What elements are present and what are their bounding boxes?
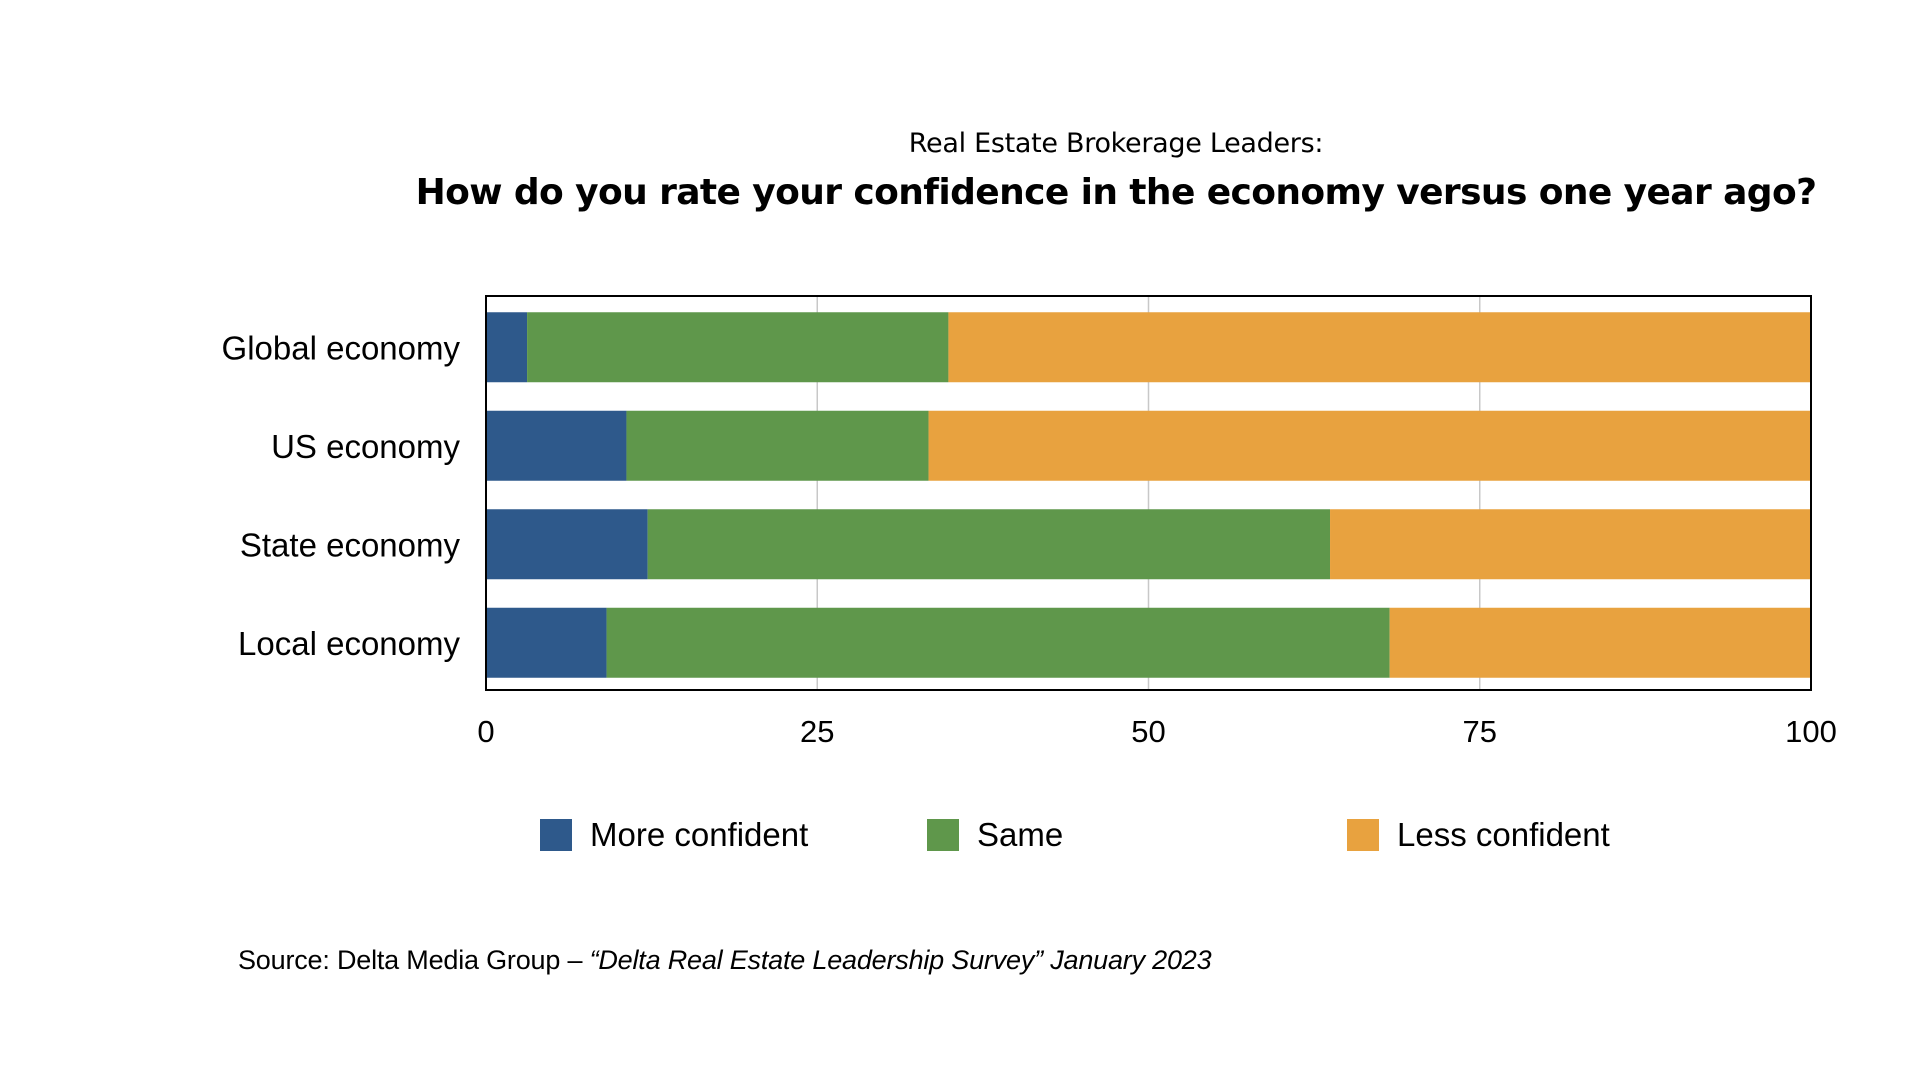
- legend-swatch-more-confident: [540, 819, 572, 851]
- x-tick-labels: 0 25 50 75 100: [477, 714, 1836, 749]
- legend-swatch-same: [927, 819, 959, 851]
- bar-local-economy-same: [606, 607, 1390, 678]
- bar-state-economy-same: [647, 509, 1331, 580]
- legend-label: More confident: [590, 816, 809, 853]
- category-label: Global economy: [222, 329, 461, 366]
- plot-frame: [485, 295, 1812, 691]
- bar-us-economy-more-confident: [486, 410, 627, 481]
- bar-local-economy-more-confident: [486, 607, 607, 678]
- x-tick-label: 25: [800, 714, 834, 749]
- source-prefix: Source: Delta Media Group –: [238, 945, 590, 975]
- legend-item-less-confident: Less confident: [1347, 816, 1610, 853]
- bar-global-economy-same: [527, 312, 949, 383]
- legend-item-same: Same: [927, 816, 1064, 853]
- category-label: State economy: [240, 526, 461, 563]
- legend-item-more-confident: More confident: [540, 816, 809, 853]
- stacked-bar-chart: Global economy US economy State economy Loc…: [222, 295, 1837, 749]
- bars: [486, 312, 1811, 678]
- chart-subtitle: Real Estate Brokerage Leaders:: [908, 128, 1324, 159]
- source-title: “Delta Real Estate Leadership Survey” Ja…: [589, 945, 1212, 975]
- legend-label: Same: [977, 816, 1064, 853]
- bar-state-economy-less-confident: [1330, 509, 1811, 580]
- bar-us-economy-same: [626, 410, 929, 481]
- chart-title: How do you rate your confidence in the e…: [415, 172, 1817, 213]
- bar-global-economy-less-confident: [948, 312, 1811, 383]
- category-labels: Global economy US economy State economy Loc…: [222, 329, 461, 662]
- x-tick-label: 75: [1463, 714, 1497, 749]
- category-label: Local economy: [238, 625, 460, 662]
- source-note: Source: Delta Media Group – “Delta Real …: [238, 945, 1212, 976]
- legend: More confident Same Less confident: [0, 816, 1920, 853]
- x-tick-label: 0: [477, 714, 494, 749]
- bar-local-economy-less-confident: [1389, 607, 1811, 678]
- category-label: US economy: [271, 428, 460, 465]
- x-tick-label: 100: [1785, 714, 1837, 749]
- legend-swatch-less-confident: [1347, 819, 1379, 851]
- bar-us-economy-less-confident: [928, 410, 1811, 481]
- x-tick-label: 50: [1131, 714, 1165, 749]
- bar-global-economy-more-confident: [486, 312, 528, 383]
- legend-label: Less confident: [1397, 816, 1610, 853]
- bar-state-economy-more-confident: [486, 509, 648, 580]
